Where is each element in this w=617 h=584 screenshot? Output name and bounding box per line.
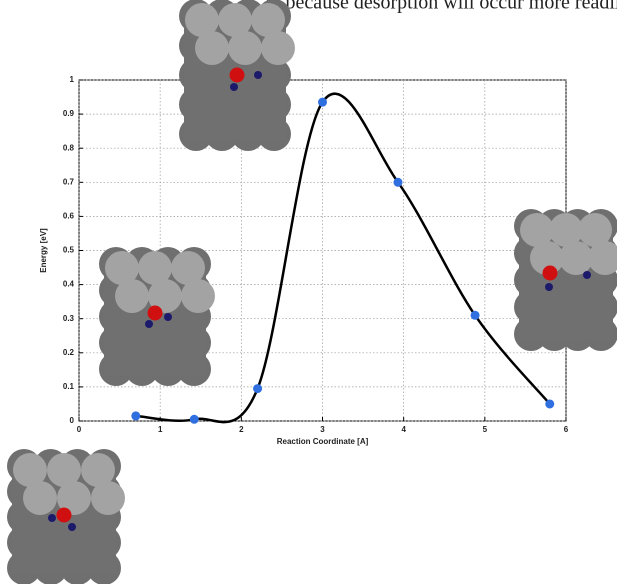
point: [393, 177, 403, 187]
atom: [251, 3, 285, 37]
point: [189, 414, 199, 424]
structure-snapshot: [7, 449, 125, 584]
atom: [115, 279, 149, 313]
y-tick-label: 0.1: [63, 382, 75, 391]
atom: [195, 31, 229, 65]
atom: [105, 251, 139, 285]
atom-h: [545, 283, 553, 291]
atom-h: [48, 514, 56, 522]
x-tick-label: 1: [158, 425, 163, 434]
point: [253, 384, 263, 394]
atom-o: [56, 507, 72, 523]
atom: [530, 241, 564, 275]
y-tick-label: 0.5: [63, 246, 75, 255]
y-tick-label: 0.4: [63, 280, 75, 289]
x-tick-label: 5: [483, 425, 488, 434]
atom: [588, 241, 617, 275]
x-tick-label: 3: [320, 425, 325, 434]
atom-h: [230, 83, 238, 91]
atom: [171, 251, 205, 285]
y-tick-label: 0.2: [63, 348, 75, 357]
x-tick-label: 0: [77, 425, 82, 434]
y-tick-label: 0: [70, 416, 75, 425]
point: [318, 97, 327, 107]
y-tick-label: 0.6: [63, 212, 75, 221]
y-tick-label: 1: [70, 75, 75, 84]
atom: [91, 481, 125, 515]
point: [545, 399, 555, 409]
atom-h: [145, 320, 153, 328]
insets: [7, 0, 617, 584]
structure-snapshot: [514, 209, 617, 351]
y-tick-label: 0.9: [63, 109, 75, 118]
atom-h: [254, 71, 262, 79]
atom: [13, 453, 47, 487]
atom: [23, 481, 57, 515]
atom: [261, 31, 295, 65]
atom: [57, 481, 91, 515]
x-axis-label: Reaction Coordinate [A]: [277, 437, 369, 446]
atom-o: [147, 305, 163, 321]
atom-o: [542, 265, 558, 281]
atom: [218, 3, 252, 37]
atom: [578, 213, 612, 247]
atom: [185, 3, 219, 37]
atom: [148, 279, 182, 313]
atom-o: [229, 67, 245, 83]
atom: [47, 453, 81, 487]
x-tick-label: 6: [564, 425, 569, 434]
structure-snapshot: [179, 0, 295, 151]
atom: [228, 31, 262, 65]
point: [470, 310, 480, 320]
atom-h: [68, 523, 76, 531]
x-tick-label: 4: [401, 425, 406, 434]
y-tick-label: 0.8: [63, 143, 75, 152]
point: [131, 411, 141, 421]
atom: [181, 279, 215, 313]
y-tick-label: 0.3: [63, 314, 75, 323]
y-axis-label: Energy [eV]: [39, 228, 48, 273]
atom: [559, 241, 593, 275]
y-tick-label: 0.7: [63, 177, 75, 186]
atom: [549, 213, 583, 247]
atom-h: [164, 313, 172, 321]
atom: [520, 213, 554, 247]
structure-snapshot: [99, 247, 215, 386]
atom: [81, 453, 115, 487]
x-tick-label: 2: [239, 425, 244, 434]
atom: [138, 251, 172, 285]
caption-fragment: ly because desorption will occur more re…: [265, 0, 617, 14]
atom-h: [583, 271, 591, 279]
